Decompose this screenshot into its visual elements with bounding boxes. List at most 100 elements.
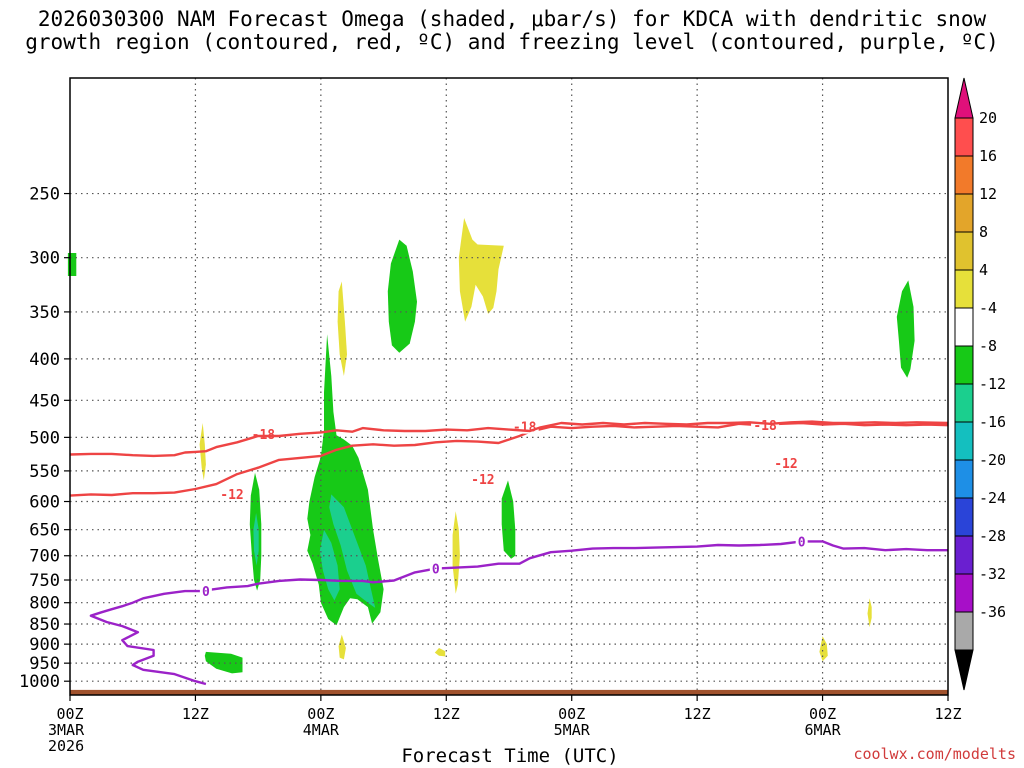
x-tick-label-48-0: 00Z (558, 705, 585, 723)
chart-title-line2: growth region (contoured, red, ºC) and f… (25, 30, 999, 54)
y-tick-label-300: 300 (29, 249, 60, 269)
colorbar-label-5: -4 (979, 299, 997, 317)
grid-lines (70, 78, 948, 695)
colorbar-label-6: -8 (979, 337, 997, 355)
contour-label-bg-2-1 (429, 560, 442, 576)
omega-region-8 (253, 513, 259, 566)
terrain-layer (70, 689, 948, 695)
colorbar-label-1: 16 (979, 147, 997, 165)
y-tick-label-500: 500 (29, 428, 60, 448)
contour-label-bg-0-2 (751, 417, 780, 433)
y-tick-label-600: 600 (29, 493, 60, 513)
colorbar-swatch-12 (954, 573, 974, 613)
colorbar-swatch-7 (954, 383, 974, 423)
y-tick-label-1000: 1000 (19, 672, 60, 692)
y-tick-label-350: 350 (29, 303, 60, 323)
colorbar-swatch-0 (954, 117, 974, 157)
colorbar-top-arrow (954, 77, 974, 119)
omega-region-13 (434, 648, 446, 657)
colorbar-swatch-2 (954, 193, 974, 233)
contour-label-0-1: -18 (513, 421, 537, 436)
omega-region-17 (896, 280, 915, 378)
x-tick-label-60-0: 12Z (684, 705, 711, 723)
x-tick-label-72-0: 00Z (809, 705, 836, 723)
credit-link[interactable]: coolwx.com/modelts (853, 745, 1016, 763)
chart-title-line1: 2026030300 NAM Forecast Omega (shaded, μ… (37, 7, 987, 31)
contour-label-1-1: -12 (471, 473, 494, 488)
contour-label-bg-1-1 (468, 471, 497, 487)
x-tick-label-84-0: 12Z (934, 705, 961, 723)
colorbar-swatch-3 (954, 231, 974, 271)
omega-region-0 (67, 253, 77, 276)
colorbar-swatch-6 (954, 345, 974, 385)
contour-label-2-2: 0 (798, 535, 806, 550)
omega-region-14 (819, 636, 828, 662)
y-tick-label-550: 550 (29, 462, 60, 482)
contour-label-2-0: 0 (202, 585, 210, 600)
axes: 2503003504004505005506006507007508008509… (19, 77, 962, 755)
x-tick-label-48-1: 5MAR (554, 721, 591, 739)
omega-region-5 (329, 494, 376, 608)
x-tick-label-0-0: 00Z (56, 705, 83, 723)
colorbar-swatch-8 (954, 421, 974, 461)
colorbar-label-9: -20 (979, 451, 1006, 469)
y-tick-label-650: 650 (29, 521, 60, 541)
contour-label-bg-1-0 (218, 485, 247, 501)
colorbar-label-2: 12 (979, 185, 997, 203)
omega-region-16 (204, 651, 243, 674)
contour-label-bg-2-0 (199, 583, 212, 599)
contour-label-bg-2-2 (795, 533, 808, 549)
colorbar-label-13: -36 (979, 603, 1006, 621)
x-tick-label-24-1: 4MAR (303, 721, 340, 739)
colorbar-swatch-11 (954, 535, 974, 575)
colorbar: 20 16 12 8 4 -4 -8 -12 -16 -20 -24 -28 -32 -36 (954, 77, 1006, 691)
colorbar-label-3: 8 (979, 223, 988, 241)
omega-region-12 (338, 634, 346, 660)
omega-region-9 (501, 480, 516, 559)
plot-frame (69, 77, 949, 696)
x-tick-label-72-1: 6MAR (805, 721, 842, 739)
x-axis-label: Forecast Time (UTC) (401, 745, 619, 767)
colorbar-label-10: -24 (979, 489, 1006, 507)
contour-label-1-0: -12 (220, 488, 243, 503)
chart-title: 2026030300 NAM Forecast Omega (shaded, μ… (0, 8, 1024, 54)
contour-label-bg-1-2 (771, 455, 800, 471)
colorbar-swatch-10 (954, 497, 974, 537)
colorbar-label-0: 20 (979, 109, 997, 127)
y-tick-label-850: 850 (29, 615, 60, 635)
y-tick-label-250: 250 (29, 185, 60, 205)
colorbar-bottom-arrow (954, 649, 974, 691)
x-tick-label-12-0: 12Z (182, 705, 209, 723)
x-tick-label-0-1: 3MAR (48, 721, 85, 739)
colorbar-swatch-4 (954, 269, 974, 309)
omega-region-11 (452, 511, 460, 594)
y-tick-label-700: 700 (29, 547, 60, 567)
x-tick-label-0-2: 2026 (48, 737, 84, 755)
x-tick-label-36-0: 12Z (433, 705, 460, 723)
omega-region-15 (867, 598, 872, 628)
colorbar-swatch-1 (954, 155, 974, 195)
contour-label-0-2: -18 (753, 419, 777, 434)
omega-region-2 (458, 218, 504, 322)
omega-shading (67, 218, 915, 674)
colorbar-label-12: -32 (979, 565, 1006, 583)
colorbar-label-8: -16 (979, 413, 1006, 431)
colorbar-swatch-13 (954, 611, 974, 651)
y-tick-label-800: 800 (29, 594, 60, 614)
y-tick-label-750: 750 (29, 571, 60, 591)
colorbar-label-7: -12 (979, 375, 1006, 393)
colorbar-label-11: -28 (979, 527, 1006, 545)
contour-line-2 (89, 540, 948, 686)
colorbar-swatch-9 (954, 459, 974, 499)
x-tick-label-24-0: 00Z (307, 705, 334, 723)
colorbar-label-4: 4 (979, 261, 988, 279)
contour-line-1 (69, 420, 949, 458)
contour-label-2-1: 0 (432, 563, 440, 578)
terrain-band (70, 689, 948, 695)
omega-region-3 (337, 281, 347, 376)
y-tick-label-400: 400 (29, 350, 60, 370)
y-tick-label-450: 450 (29, 391, 60, 411)
colorbar-swatch-5 (954, 307, 974, 347)
